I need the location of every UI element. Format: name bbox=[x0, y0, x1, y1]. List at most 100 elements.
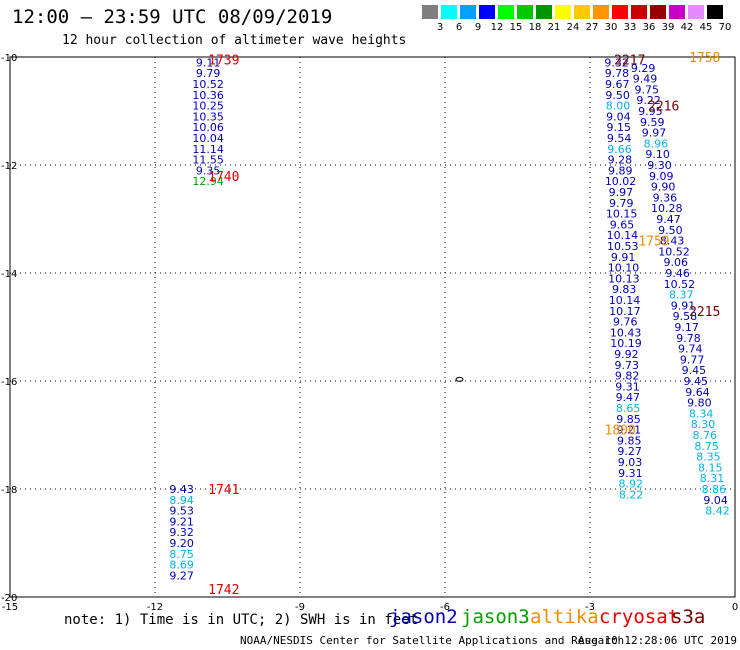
wave-height-value: 10.36 bbox=[192, 89, 224, 102]
legend-swatch-39 bbox=[650, 5, 666, 19]
wave-height-value: 8.92 bbox=[618, 478, 643, 491]
x-tick-label: -15 bbox=[2, 602, 18, 613]
wave-height-value: 9.59 bbox=[640, 116, 665, 129]
track-time-label: 2216 bbox=[648, 100, 679, 115]
map-frame bbox=[9, 56, 736, 598]
wave-height-value: 11.55 bbox=[192, 154, 224, 167]
satellite-legend-altika: altika bbox=[530, 606, 599, 628]
legend-swatch-30 bbox=[593, 5, 609, 19]
wave-height-value: 9.27 bbox=[617, 445, 642, 458]
wave-height-value: 9.27 bbox=[169, 569, 194, 582]
track-time-label: 1741 bbox=[208, 483, 239, 498]
wave-height-value: 10.14 bbox=[607, 229, 639, 242]
track-time-label: 1758 bbox=[689, 51, 720, 66]
legend-label-42: 42 bbox=[680, 22, 694, 33]
wave-height-value: 9.30 bbox=[647, 159, 672, 172]
legend-swatch-70 bbox=[707, 5, 723, 19]
satellite-legend-cryosat: cryosat bbox=[599, 606, 680, 628]
track-time-label: 1739 bbox=[208, 54, 239, 69]
wave-height-value: 9.80 bbox=[687, 397, 712, 410]
wave-height-value: 8.31 bbox=[700, 472, 725, 485]
legend-label-33: 33 bbox=[623, 22, 637, 33]
wave-height-value: 9.73 bbox=[614, 359, 639, 372]
wave-height-value: 9.03 bbox=[618, 456, 643, 469]
wave-height-value: 9.32 bbox=[604, 56, 629, 69]
x-tick-label: 0 bbox=[732, 602, 738, 613]
wave-height-value: 8.37 bbox=[669, 289, 694, 302]
track-time-label: 2215 bbox=[689, 305, 720, 320]
wave-height-value: 9.17 bbox=[674, 321, 699, 334]
y-tick-label: -10 bbox=[1, 53, 17, 64]
legend-swatch-12 bbox=[479, 5, 495, 19]
track-time-label: 2217 bbox=[614, 54, 645, 69]
wave-height-value: 9.79 bbox=[609, 197, 634, 210]
legend-label-18: 18 bbox=[528, 22, 542, 33]
wave-height-value: 9.09 bbox=[649, 170, 674, 183]
legend-label-9: 9 bbox=[474, 22, 482, 33]
wave-height-value: 10.14 bbox=[609, 294, 641, 307]
wave-height-value: 9.92 bbox=[614, 348, 639, 361]
wave-height-value: 8.35 bbox=[696, 451, 721, 464]
wave-height-value: 9.79 bbox=[196, 67, 221, 80]
y-tick-label: -16 bbox=[1, 377, 17, 388]
wave-height-value: 9.91 bbox=[671, 299, 696, 312]
satellite-legend-jason2: jason2 bbox=[389, 606, 458, 628]
wave-height-value: 9.97 bbox=[642, 127, 667, 140]
wave-height-value: 10.10 bbox=[608, 262, 640, 275]
wave-height-value: 10.35 bbox=[192, 110, 224, 123]
wave-height-value: 9.15 bbox=[607, 121, 632, 134]
wave-height-value: 9.85 bbox=[616, 413, 641, 426]
legend-label-21: 21 bbox=[547, 22, 561, 33]
wave-height-value: 10.19 bbox=[610, 337, 642, 350]
wave-height-value: 9.50 bbox=[658, 224, 683, 237]
wave-height-value: 8.75 bbox=[169, 548, 194, 561]
x-tick-label: -12 bbox=[147, 602, 163, 613]
legend-label-39: 39 bbox=[661, 22, 675, 33]
wave-height-value: 9.53 bbox=[169, 505, 194, 518]
map-title: 12:00 – 23:59 UTC 08/09/2019 bbox=[12, 6, 333, 28]
wave-height-value: 10.06 bbox=[192, 121, 224, 134]
wave-height-value: 9.29 bbox=[631, 62, 656, 75]
legend-label-27: 27 bbox=[585, 22, 599, 33]
wave-height-value: 9.91 bbox=[611, 251, 636, 264]
wave-height-value: 9.77 bbox=[680, 353, 705, 366]
wave-height-value: 9.78 bbox=[605, 67, 630, 80]
legend-label-45: 45 bbox=[699, 22, 713, 33]
track-time-label: 1800 bbox=[605, 424, 636, 439]
wave-height-value: 9.04 bbox=[703, 494, 728, 507]
legend-label-30: 30 bbox=[604, 22, 618, 33]
legend-swatch-27 bbox=[574, 5, 590, 19]
wave-height-value: 10.28 bbox=[651, 202, 683, 215]
wave-height-value: 9.67 bbox=[605, 78, 630, 91]
legend-swatch-33 bbox=[612, 5, 628, 19]
map-subtitle: 12 hour collection of altimeter wave hei… bbox=[62, 33, 407, 48]
y-tick-label: -20 bbox=[1, 593, 17, 604]
wave-height-value: 8.15 bbox=[698, 461, 723, 474]
wave-height-value: 10.43 bbox=[610, 326, 642, 339]
wave-height-value: 9.45 bbox=[682, 364, 707, 377]
legend-swatch-24 bbox=[555, 5, 571, 19]
wave-height-value: 9.49 bbox=[633, 73, 658, 86]
wave-height-value: 9.85 bbox=[617, 434, 642, 447]
footer-note: note: 1) Time is in UTC; 2) SWH is in fe… bbox=[64, 612, 419, 628]
track-time-label: 1742 bbox=[208, 583, 239, 598]
legend-label-36: 36 bbox=[642, 22, 656, 33]
wave-height-value: 9.65 bbox=[610, 218, 635, 231]
wave-height-value: 9.47 bbox=[616, 391, 641, 404]
wave-height-value: 9.58 bbox=[673, 310, 698, 323]
wave-height-value: 9.31 bbox=[615, 380, 640, 393]
y-tick-label: -12 bbox=[1, 161, 17, 172]
wave-height-value: 10.17 bbox=[609, 305, 641, 318]
wave-height-value: 10.15 bbox=[606, 208, 638, 221]
wave-height-value: 10.02 bbox=[605, 175, 637, 188]
legend-label-24: 24 bbox=[566, 22, 580, 33]
wave-height-value: 9.31 bbox=[618, 467, 643, 480]
wave-height-value: 9.50 bbox=[605, 89, 630, 102]
track-time-label: 1740 bbox=[208, 170, 239, 185]
x-tick-label: -3 bbox=[585, 602, 595, 613]
wave-height-value: 9.22 bbox=[636, 94, 661, 107]
wave-height-value: 9.11 bbox=[196, 56, 221, 69]
wave-height-value: 8.34 bbox=[689, 407, 714, 420]
satellite-legend-s3a: s3a bbox=[671, 606, 706, 628]
